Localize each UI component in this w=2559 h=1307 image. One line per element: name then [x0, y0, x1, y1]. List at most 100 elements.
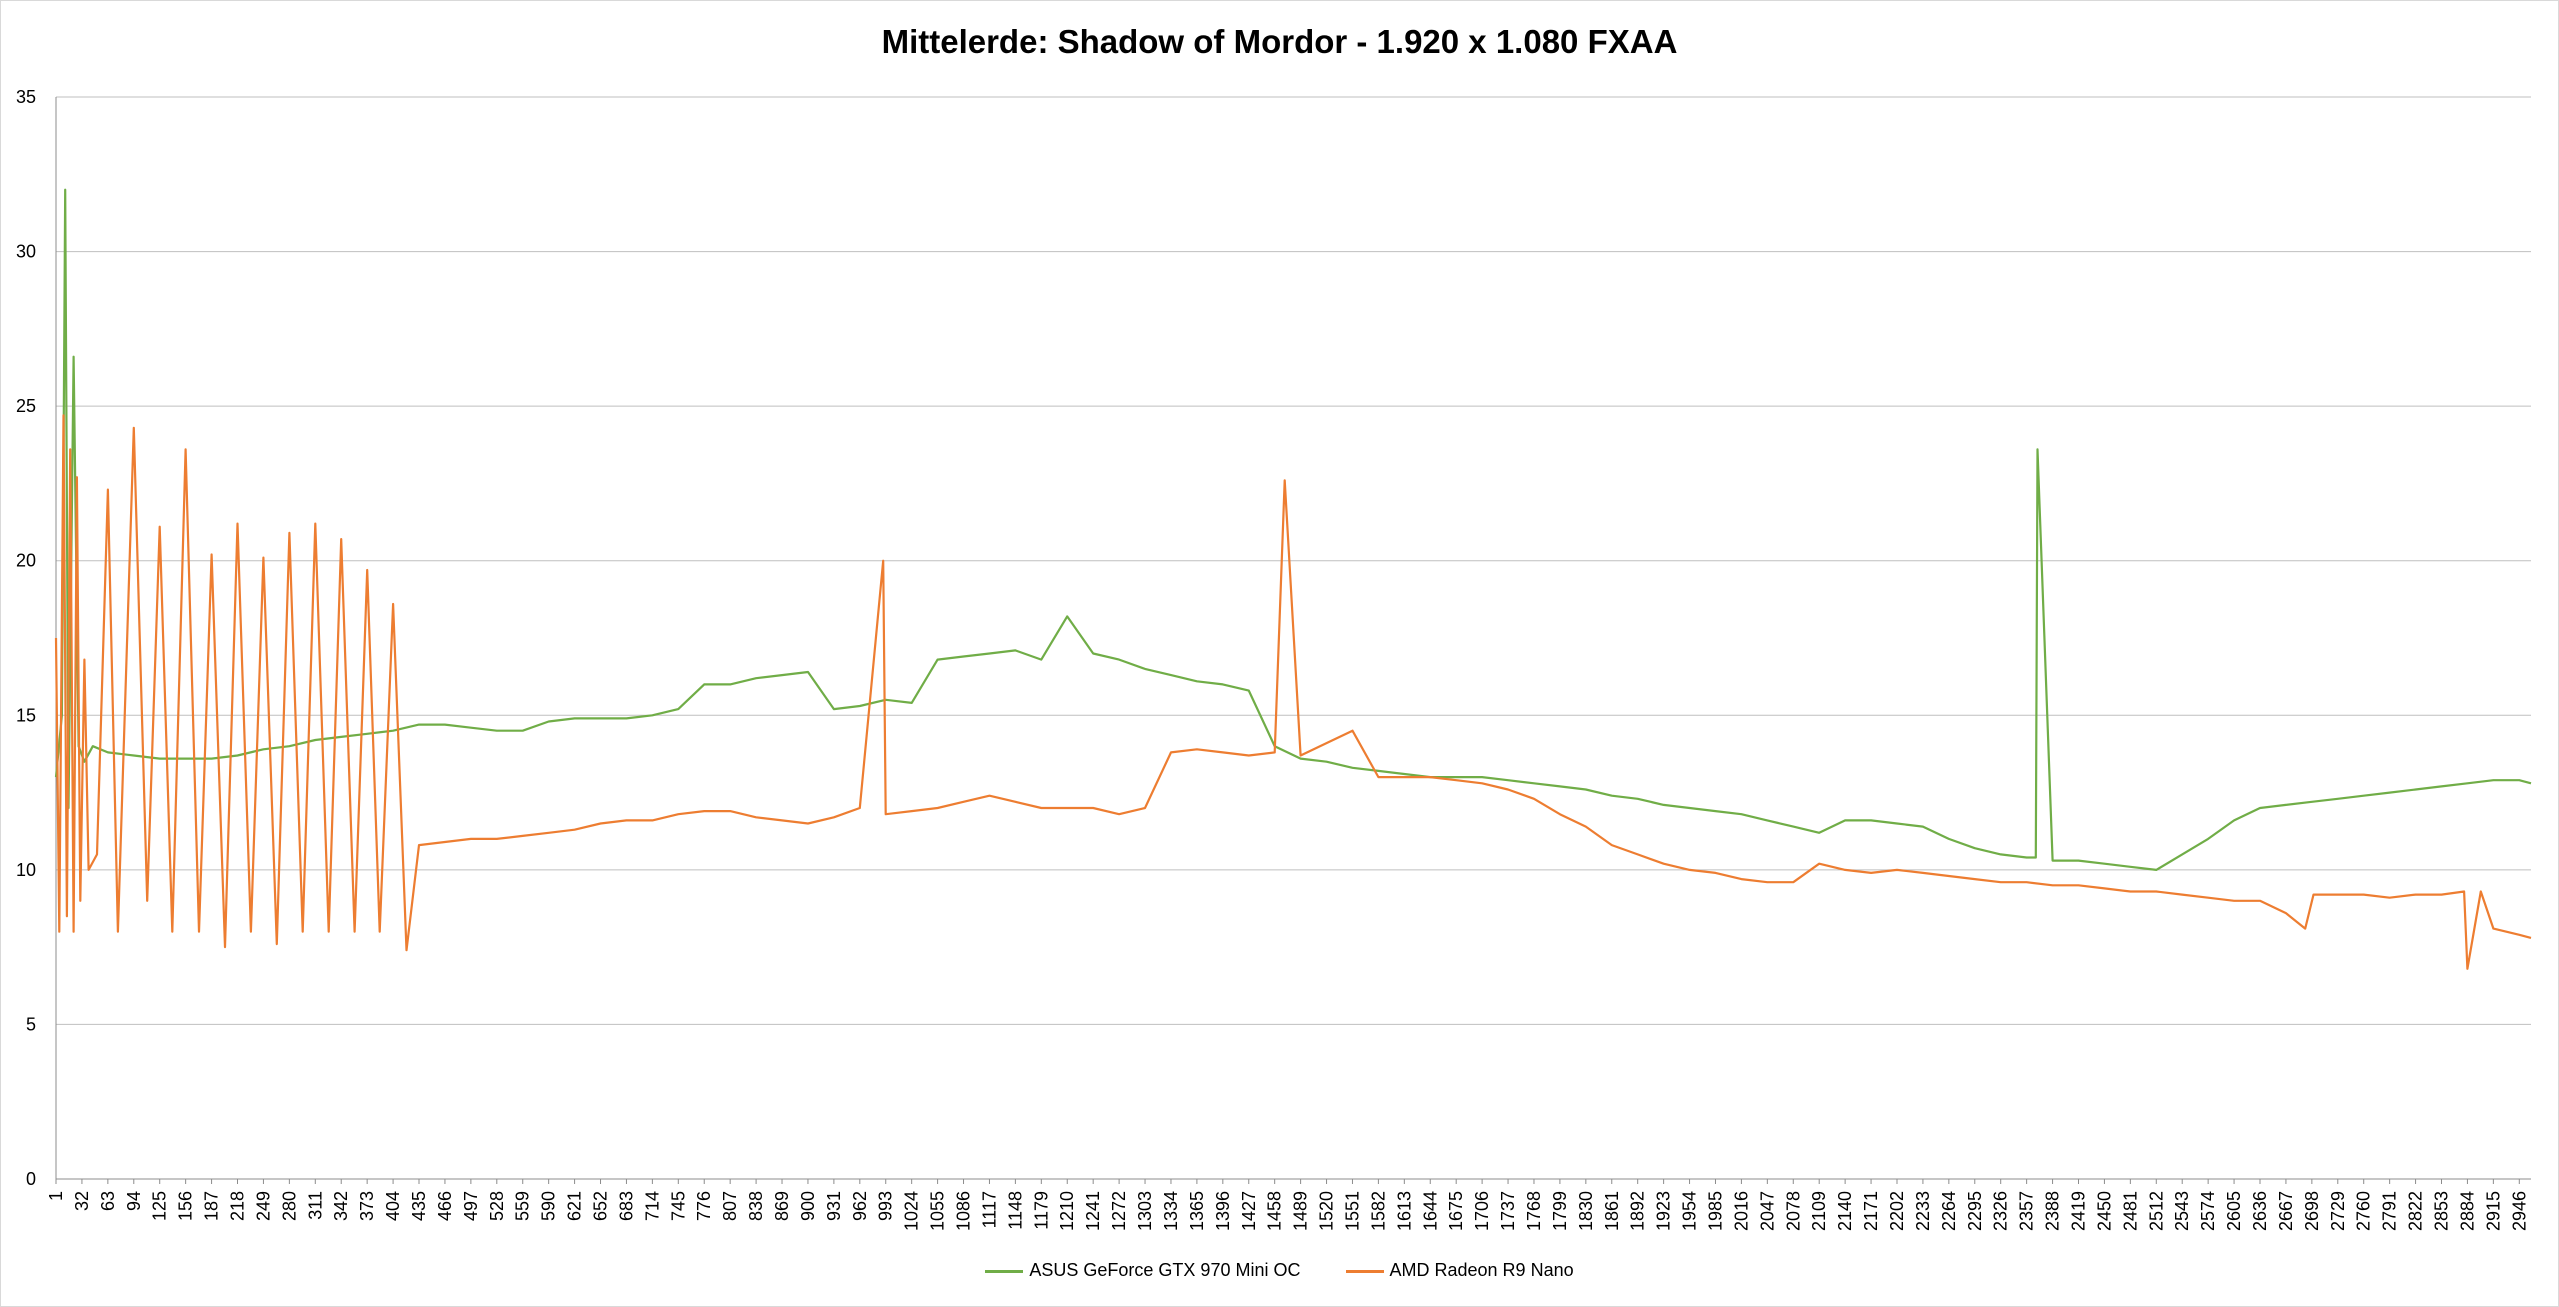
x-tick-label-1861: 1861: [1602, 1191, 1622, 1231]
x-tick-label-1582: 1582: [1368, 1191, 1388, 1231]
x-tick-label-156: 156: [176, 1191, 196, 1221]
x-tick-label-2667: 2667: [2276, 1191, 2296, 1231]
x-tick-label-745: 745: [668, 1191, 688, 1221]
x-tick-label-1024: 1024: [902, 1191, 922, 1231]
x-tick-label-2822: 2822: [2406, 1191, 2426, 1231]
x-tick-label-1210: 1210: [1057, 1191, 1077, 1231]
x-tick-label-2357: 2357: [2017, 1191, 2037, 1231]
x-tick-label-2946: 2946: [2509, 1191, 2529, 1231]
x-tick-label-683: 683: [616, 1191, 636, 1221]
x-tick-label-559: 559: [513, 1191, 533, 1221]
x-tick-label-2698: 2698: [2302, 1191, 2322, 1231]
legend-label-series-2: AMD Radeon R9 Nano: [1389, 1259, 1574, 1280]
x-tick-label-1644: 1644: [1420, 1191, 1440, 1231]
x-tick-label-1799: 1799: [1550, 1191, 1570, 1231]
x-tick-label-900: 900: [798, 1191, 818, 1221]
y-tick-label-20: 20: [16, 551, 36, 571]
legend-label-series-1: ASUS GeForce GTX 970 Mini OC: [1029, 1259, 1301, 1280]
x-tick-label-1241: 1241: [1083, 1191, 1103, 1231]
x-tick-label-776: 776: [694, 1191, 714, 1221]
series-line-1: [54, 188, 2532, 872]
x-tick-label-1148: 1148: [1005, 1191, 1025, 1230]
x-tick-label-218: 218: [228, 1191, 248, 1221]
x-tick-label-94: 94: [124, 1191, 144, 1211]
x-tick-label-1830: 1830: [1576, 1191, 1596, 1231]
x-tick-label-1: 1: [46, 1191, 66, 1201]
x-tick-label-2915: 2915: [2483, 1191, 2503, 1231]
x-tick-label-1768: 1768: [1524, 1191, 1544, 1231]
x-tick-label-2605: 2605: [2224, 1191, 2244, 1231]
x-tick-label-2140: 2140: [1835, 1191, 1855, 1231]
x-tick-label-2884: 2884: [2457, 1191, 2477, 1231]
x-tick-label-2791: 2791: [2380, 1191, 2400, 1231]
x-tick-label-1086: 1086: [954, 1191, 974, 1231]
x-tick-label-1117: 1117: [979, 1191, 999, 1228]
x-tick-label-2512: 2512: [2146, 1191, 2166, 1231]
x-tick-label-1551: 1551: [1342, 1191, 1362, 1231]
x-tick-label-2016: 2016: [1731, 1191, 1751, 1231]
x-tick-label-1396: 1396: [1213, 1191, 1233, 1231]
x-tick-label-1303: 1303: [1135, 1191, 1155, 1231]
x-tick-label-2109: 2109: [1809, 1191, 1829, 1231]
x-tick-label-2295: 2295: [1965, 1191, 1985, 1231]
y-tick-label-35: 35: [16, 87, 36, 107]
x-tick-label-1613: 1613: [1394, 1191, 1414, 1231]
x-tick-label-1055: 1055: [928, 1191, 948, 1231]
x-tick-label-1892: 1892: [1628, 1191, 1648, 1231]
x-tick-label-993: 993: [876, 1191, 896, 1221]
x-tick-label-2047: 2047: [1757, 1191, 1777, 1231]
x-tick-label-63: 63: [98, 1191, 118, 1211]
x-tick-label-2760: 2760: [2354, 1191, 2374, 1231]
y-tick-label-15: 15: [16, 705, 36, 725]
x-tick-label-342: 342: [331, 1191, 351, 1221]
x-tick-label-714: 714: [642, 1191, 662, 1221]
x-tick-label-2419: 2419: [2068, 1191, 2088, 1231]
x-tick-label-2326: 2326: [1991, 1191, 2011, 1231]
x-tick-label-1179: 1179: [1031, 1191, 1051, 1230]
x-tick-label-280: 280: [279, 1191, 299, 1221]
x-tick-label-869: 869: [772, 1191, 792, 1221]
legend-item-series-1: ASUS GeForce GTX 970 Mini OC: [985, 1260, 1300, 1281]
x-tick-label-249: 249: [253, 1191, 273, 1221]
x-tick-label-32: 32: [72, 1191, 92, 1211]
legend-swatch-series-1: [985, 1269, 1024, 1273]
x-tick-label-2233: 2233: [1913, 1191, 1933, 1231]
x-tick-label-2481: 2481: [2120, 1191, 2140, 1231]
gridlines: [56, 96, 2531, 1025]
x-tick-label-931: 931: [824, 1191, 844, 1221]
x-tick-label-2636: 2636: [2250, 1191, 2270, 1231]
x-tick-label-1675: 1675: [1446, 1191, 1466, 1231]
x-tick-label-2450: 2450: [2094, 1191, 2114, 1231]
series-line-2: [54, 414, 2532, 970]
legend-item-series-2: AMD Radeon R9 Nano: [1345, 1259, 1574, 1281]
x-tick-label-1272: 1272: [1109, 1191, 1129, 1231]
x-tick-label-2853: 2853: [2432, 1191, 2452, 1231]
x-tick-label-1737: 1737: [1498, 1191, 1518, 1231]
x-tick-label-621: 621: [565, 1191, 585, 1221]
x-tick-label-1489: 1489: [1291, 1191, 1311, 1231]
x-tick-label-2171: 2171: [1861, 1191, 1881, 1231]
x-tick-label-2543: 2543: [2172, 1191, 2192, 1231]
x-tick-label-125: 125: [150, 1191, 170, 1221]
y-tick-label-25: 25: [16, 396, 36, 416]
x-tick-label-466: 466: [435, 1191, 455, 1221]
x-tick-label-1985: 1985: [1705, 1191, 1725, 1231]
x-tick-label-1706: 1706: [1472, 1191, 1492, 1231]
x-tick-label-2574: 2574: [2198, 1191, 2218, 1231]
series-lines: [54, 188, 2532, 970]
x-tick-label-652: 652: [591, 1191, 611, 1221]
x-tick-label-962: 962: [850, 1191, 870, 1221]
x-tick-label-1427: 1427: [1239, 1191, 1259, 1231]
x-tick-label-435: 435: [409, 1191, 429, 1221]
y-tick-label-10: 10: [16, 860, 36, 880]
legend: ASUS GeForce GTX 970 Mini OC AMD Radeon …: [1, 1259, 2558, 1281]
x-tick-label-2202: 2202: [1887, 1191, 1907, 1231]
x-tick-label-404: 404: [383, 1191, 403, 1221]
x-tick-label-187: 187: [202, 1191, 222, 1221]
x-tick-label-2729: 2729: [2328, 1191, 2348, 1231]
x-tick-label-1334: 1334: [1161, 1191, 1181, 1231]
x-tick-label-1520: 1520: [1317, 1191, 1337, 1231]
x-tick-label-373: 373: [357, 1191, 377, 1221]
